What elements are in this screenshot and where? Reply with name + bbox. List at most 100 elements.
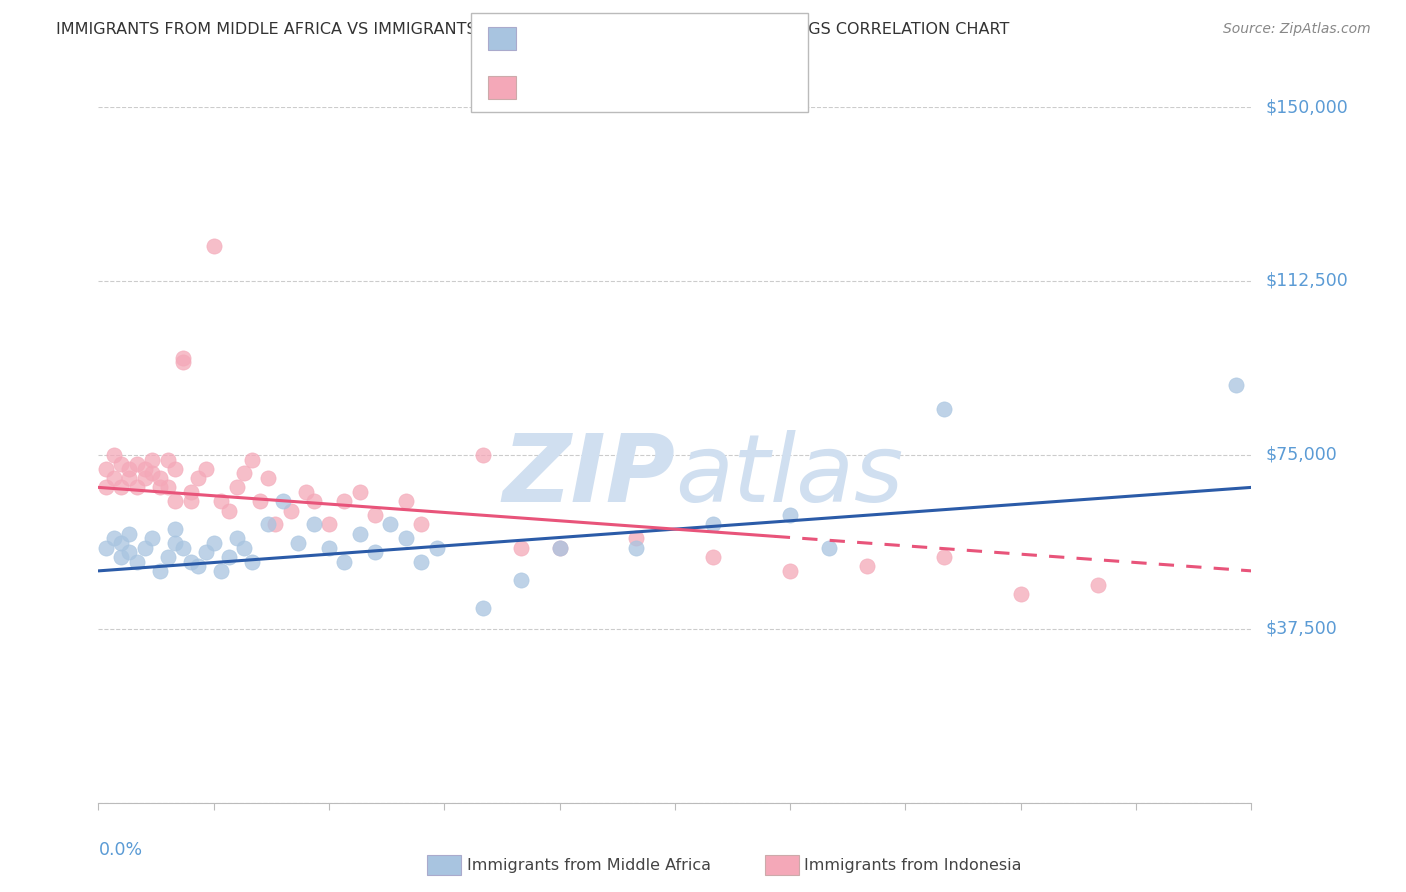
- Point: [141, 452, 163, 467]
- Point: [218, 503, 240, 517]
- Point: [209, 564, 232, 578]
- Point: [165, 494, 187, 508]
- Text: Immigrants from Middle Africa: Immigrants from Middle Africa: [467, 858, 711, 872]
- Point: [264, 517, 287, 532]
- Point: [318, 517, 340, 532]
- Point: [295, 485, 318, 500]
- Point: [141, 467, 163, 481]
- Text: R = 0.350: R = 0.350: [526, 29, 616, 46]
- Point: [233, 467, 256, 481]
- Point: [172, 541, 194, 555]
- Point: [156, 480, 179, 494]
- Point: [103, 532, 125, 546]
- Text: atlas: atlas: [675, 430, 903, 521]
- Point: [318, 541, 340, 555]
- Point: [548, 541, 571, 555]
- Point: [202, 536, 225, 550]
- Point: [125, 480, 148, 494]
- Point: [411, 517, 433, 532]
- Point: [856, 559, 879, 574]
- Point: [426, 541, 449, 555]
- Point: [134, 541, 156, 555]
- Point: [94, 480, 117, 494]
- Point: [702, 517, 724, 532]
- Point: [187, 559, 209, 574]
- Point: [702, 549, 724, 564]
- Point: [118, 462, 141, 476]
- Point: [1225, 378, 1247, 392]
- Point: [471, 448, 494, 462]
- Point: [156, 452, 179, 467]
- Point: [349, 526, 371, 541]
- Point: [110, 480, 132, 494]
- Point: [256, 471, 278, 485]
- Point: [626, 532, 648, 546]
- Point: [364, 545, 387, 559]
- Point: [364, 508, 387, 523]
- Point: [209, 494, 232, 508]
- Point: [125, 457, 148, 471]
- Point: [202, 239, 225, 253]
- Text: Immigrants from Indonesia: Immigrants from Indonesia: [804, 858, 1022, 872]
- Point: [1010, 587, 1032, 601]
- Point: [134, 471, 156, 485]
- Point: [333, 494, 356, 508]
- Point: [149, 471, 172, 485]
- Point: [280, 503, 302, 517]
- Point: [172, 355, 194, 369]
- Text: N = 44: N = 44: [641, 29, 709, 46]
- Point: [125, 555, 148, 569]
- Point: [149, 480, 172, 494]
- Point: [225, 532, 247, 546]
- Point: [302, 517, 325, 532]
- Point: [510, 541, 533, 555]
- Text: 0.0%: 0.0%: [98, 841, 142, 859]
- Point: [110, 457, 132, 471]
- Point: [256, 517, 278, 532]
- Point: [302, 494, 325, 508]
- Point: [510, 573, 533, 587]
- Point: [172, 351, 194, 365]
- Point: [1087, 578, 1109, 592]
- Point: [165, 462, 187, 476]
- Point: [411, 555, 433, 569]
- Point: [249, 494, 271, 508]
- Point: [180, 485, 202, 500]
- Point: [180, 555, 202, 569]
- Point: [395, 494, 418, 508]
- Point: [195, 545, 218, 559]
- Text: $150,000: $150,000: [1265, 98, 1348, 116]
- Point: [779, 564, 801, 578]
- Point: [165, 522, 187, 536]
- Point: [240, 452, 263, 467]
- Point: [118, 526, 141, 541]
- Point: [218, 549, 240, 564]
- Point: [195, 462, 218, 476]
- Point: [180, 494, 202, 508]
- Text: IMMIGRANTS FROM MIDDLE AFRICA VS IMMIGRANTS FROM INDONESIA MEDIAN MALE EARNINGS : IMMIGRANTS FROM MIDDLE AFRICA VS IMMIGRA…: [56, 22, 1010, 37]
- Point: [395, 532, 418, 546]
- Text: R = -0.135: R = -0.135: [526, 78, 623, 96]
- Point: [225, 480, 247, 494]
- Text: $37,500: $37,500: [1265, 620, 1337, 638]
- Point: [380, 517, 402, 532]
- Point: [333, 555, 356, 569]
- Point: [287, 536, 309, 550]
- Point: [817, 541, 839, 555]
- Point: [240, 555, 263, 569]
- Point: [103, 471, 125, 485]
- Text: $75,000: $75,000: [1265, 446, 1337, 464]
- Point: [349, 485, 371, 500]
- Point: [118, 545, 141, 559]
- Point: [187, 471, 209, 485]
- Point: [779, 508, 801, 523]
- Text: ZIP: ZIP: [502, 430, 675, 522]
- Point: [134, 462, 156, 476]
- Point: [271, 494, 294, 508]
- Point: [118, 471, 141, 485]
- Point: [110, 549, 132, 564]
- Point: [110, 536, 132, 550]
- Point: [233, 541, 256, 555]
- Point: [932, 401, 955, 416]
- Point: [94, 462, 117, 476]
